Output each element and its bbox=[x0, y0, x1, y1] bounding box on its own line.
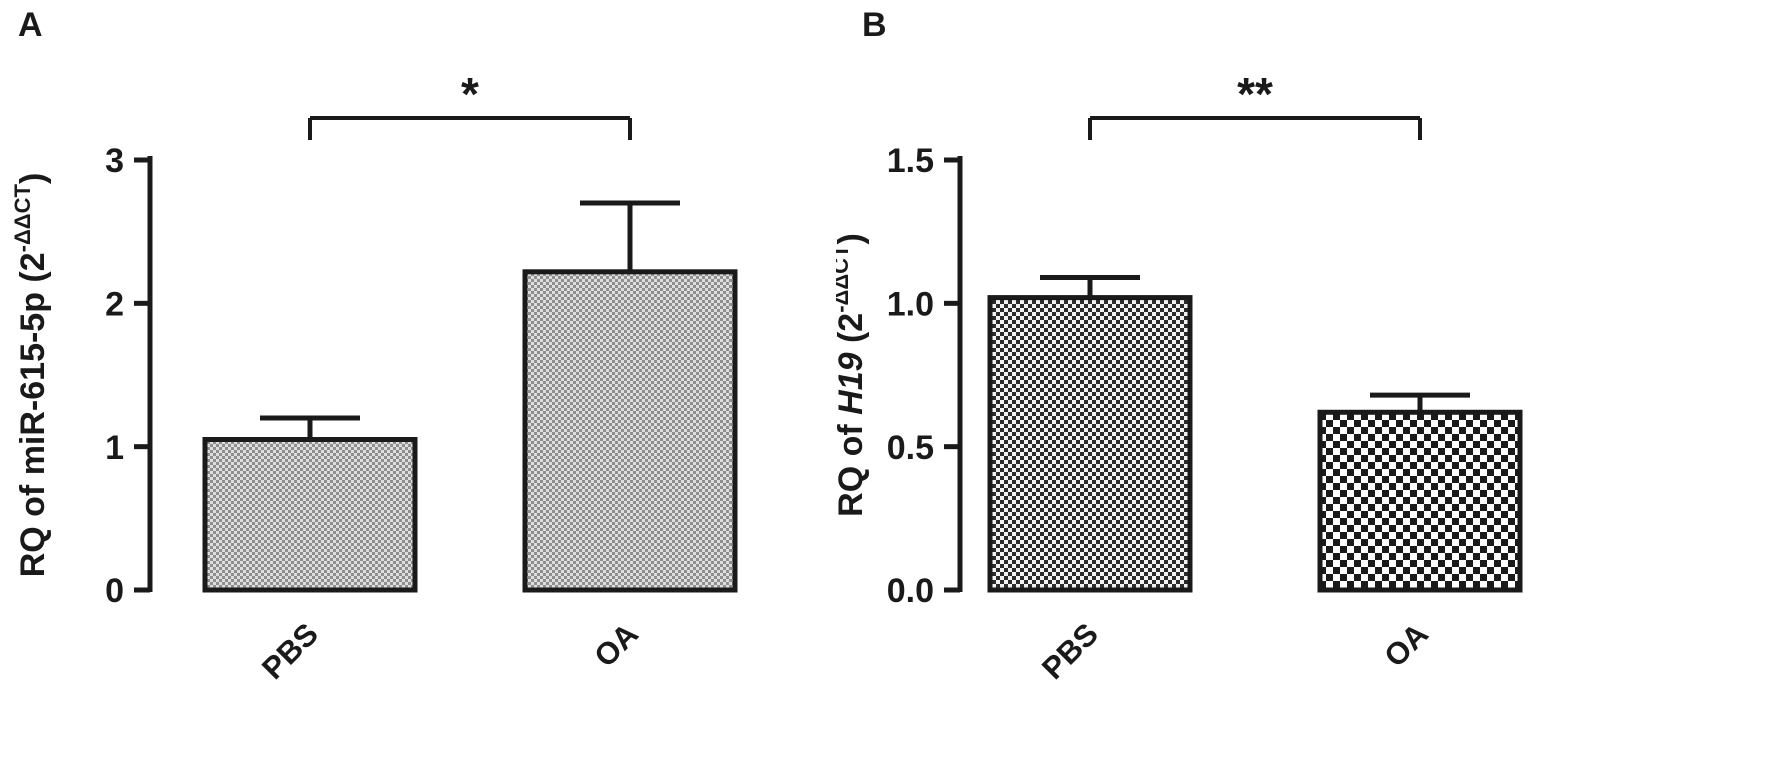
bar-oa bbox=[522, 269, 738, 593]
x-category-label: PBS bbox=[1035, 616, 1105, 686]
y-tick-label: 3 bbox=[105, 142, 124, 180]
x-category-label: OA bbox=[587, 616, 645, 674]
x-category-label: PBS bbox=[255, 616, 325, 686]
panel-label-a: A bbox=[18, 6, 43, 44]
panel-label-b: B bbox=[862, 6, 887, 44]
chart-panel-b: 0.0 0.5 1.0 1.5 PBS OA ** RQ of H19 (2-ΔΔCT) bbox=[836, 68, 1523, 686]
y-tick-label: 2 bbox=[105, 286, 124, 324]
x-category-label: OA bbox=[1377, 616, 1435, 674]
y-tick-label: 0.5 bbox=[887, 429, 934, 467]
bar-pbs bbox=[202, 437, 418, 593]
y-tick-label: 0 bbox=[105, 572, 124, 610]
chart-panel-a: 0 1 2 3 PBS OA * RQ of miR-615-5p (2-ΔΔCT) bbox=[10, 68, 738, 686]
y-tick-label: 1.0 bbox=[887, 286, 934, 324]
y-axis-title: RQ of H19 (2-ΔΔCT) bbox=[836, 233, 870, 517]
significance-label: * bbox=[461, 68, 479, 120]
y-tick-label: 0.0 bbox=[887, 572, 934, 610]
y-tick-label: 1.5 bbox=[887, 142, 934, 180]
y-tick-label: 1 bbox=[105, 429, 124, 467]
y-axis-title: RQ of miR-615-5p (2-ΔΔCT) bbox=[10, 173, 52, 578]
significance-label: ** bbox=[1237, 68, 1273, 120]
bar-oa bbox=[1317, 409, 1523, 593]
bar-pbs bbox=[987, 295, 1193, 593]
